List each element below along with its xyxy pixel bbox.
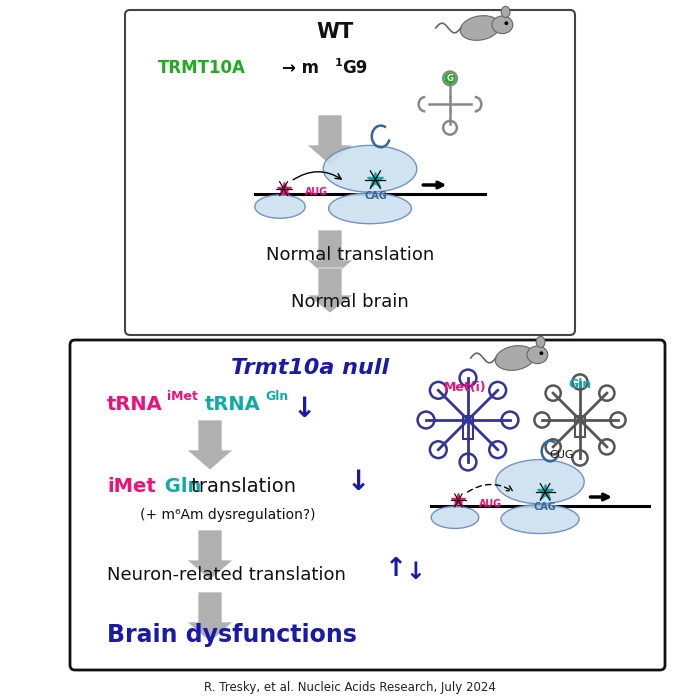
Bar bbox=[575, 416, 584, 437]
Text: iMet: iMet bbox=[167, 391, 198, 403]
Bar bbox=[463, 416, 473, 439]
Text: CAG: CAG bbox=[364, 191, 387, 201]
FancyBboxPatch shape bbox=[125, 10, 575, 335]
Text: Brain dysfunctions: Brain dysfunctions bbox=[107, 623, 357, 647]
Text: Gln: Gln bbox=[568, 379, 592, 391]
Circle shape bbox=[445, 74, 455, 83]
Polygon shape bbox=[307, 268, 353, 313]
Text: Normal brain: Normal brain bbox=[291, 293, 409, 311]
Polygon shape bbox=[187, 530, 233, 580]
Text: G9: G9 bbox=[342, 59, 368, 77]
Ellipse shape bbox=[527, 346, 548, 363]
Text: ↓: ↓ bbox=[405, 560, 425, 584]
Text: (+ m⁶Am dysregulation?): (+ m⁶Am dysregulation?) bbox=[140, 508, 316, 522]
Text: 1: 1 bbox=[335, 58, 343, 68]
Ellipse shape bbox=[255, 195, 305, 218]
Text: TRMT10A: TRMT10A bbox=[158, 59, 246, 77]
Text: Gln: Gln bbox=[158, 477, 202, 496]
Text: CAG: CAG bbox=[533, 502, 556, 512]
Polygon shape bbox=[187, 420, 233, 470]
Text: Normal translation: Normal translation bbox=[266, 246, 434, 264]
Polygon shape bbox=[307, 230, 353, 280]
Text: CUG: CUG bbox=[550, 450, 574, 460]
Ellipse shape bbox=[536, 337, 545, 348]
Text: ↓: ↓ bbox=[293, 395, 316, 423]
Text: G: G bbox=[447, 74, 454, 83]
Text: WT: WT bbox=[316, 22, 354, 42]
Text: ↓: ↓ bbox=[347, 468, 370, 496]
Polygon shape bbox=[307, 115, 353, 165]
Ellipse shape bbox=[492, 16, 513, 34]
Text: Trmt10a null: Trmt10a null bbox=[231, 358, 389, 378]
Circle shape bbox=[540, 351, 543, 355]
Text: R. Tresky, et al. Nucleic Acids Research, July 2024: R. Tresky, et al. Nucleic Acids Research… bbox=[204, 682, 496, 694]
Text: iMet: iMet bbox=[107, 477, 155, 496]
Polygon shape bbox=[187, 592, 233, 642]
Text: AUG: AUG bbox=[305, 187, 328, 197]
Text: tRNA: tRNA bbox=[205, 395, 260, 414]
Ellipse shape bbox=[501, 505, 579, 533]
Text: Met(i): Met(i) bbox=[444, 382, 486, 395]
Ellipse shape bbox=[460, 15, 500, 41]
Ellipse shape bbox=[323, 146, 416, 192]
Ellipse shape bbox=[328, 193, 412, 224]
Ellipse shape bbox=[495, 346, 535, 370]
Text: → m: → m bbox=[282, 59, 319, 77]
Text: AUG: AUG bbox=[479, 499, 502, 509]
Text: Gln: Gln bbox=[265, 391, 288, 403]
Circle shape bbox=[505, 21, 508, 25]
Ellipse shape bbox=[496, 460, 584, 504]
Text: ↑: ↑ bbox=[385, 556, 407, 582]
Text: Neuron-related translation: Neuron-related translation bbox=[107, 566, 346, 584]
FancyBboxPatch shape bbox=[70, 340, 665, 670]
Text: tRNA: tRNA bbox=[107, 395, 162, 414]
Text: translation: translation bbox=[185, 477, 296, 496]
Ellipse shape bbox=[431, 506, 479, 528]
Ellipse shape bbox=[501, 6, 510, 18]
